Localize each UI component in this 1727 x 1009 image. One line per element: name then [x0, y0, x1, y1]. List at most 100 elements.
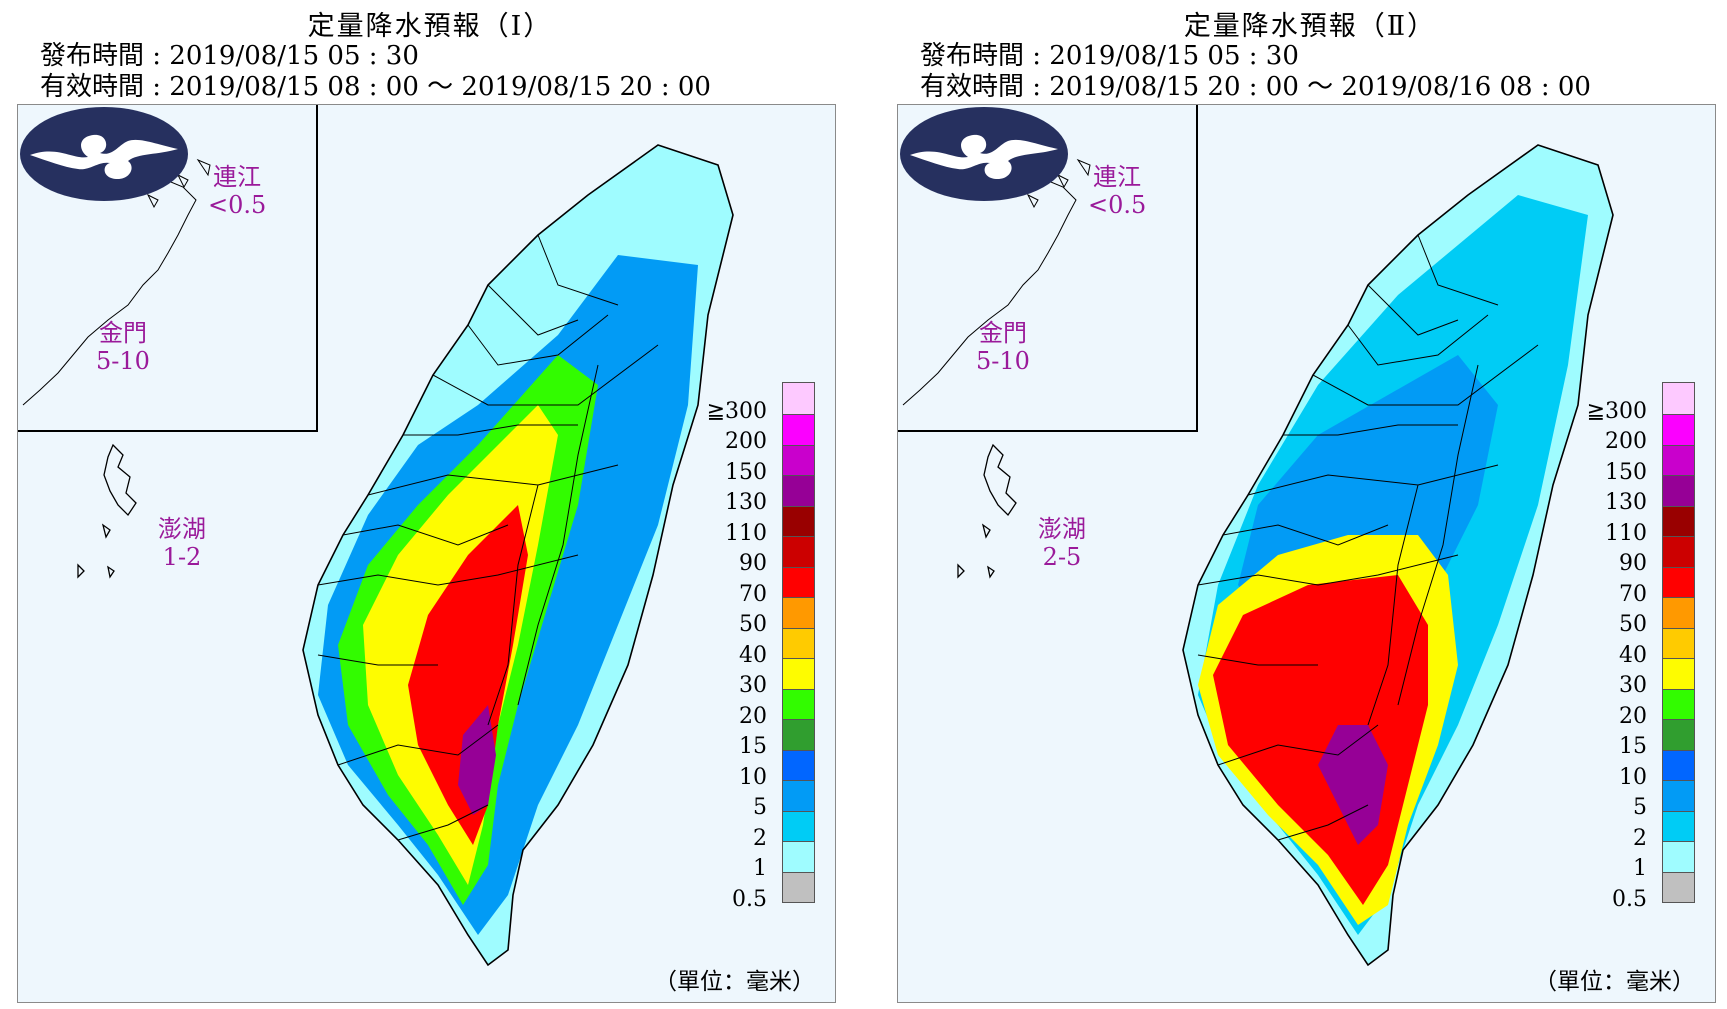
penghu-islands	[957, 443, 1017, 579]
legend-label: 50	[1619, 612, 1647, 637]
valid-time: 有效時間 : 2019/08/15 08 : 00 ～ 2019/08/15 2…	[40, 72, 711, 102]
legend-label: 0.5	[1612, 886, 1647, 912]
county-borders	[1197, 234, 1539, 841]
legend-swatch	[782, 412, 815, 446]
legend-label: 90	[1619, 551, 1647, 576]
kinmen-label: 金門 5-10	[96, 319, 150, 375]
legend-label: 1	[1633, 856, 1647, 881]
legend-swatch	[1662, 382, 1695, 415]
legend-label: 5	[753, 795, 767, 820]
penghu-name: 澎湖	[1038, 515, 1086, 543]
lienchiang-value: <0.5	[208, 191, 267, 219]
legend-swatch	[1662, 717, 1695, 751]
legend-label: 150	[725, 459, 767, 485]
legend-label: ≧300	[1586, 398, 1647, 424]
penghu-label: 澎湖 2-5	[1038, 515, 1086, 571]
legend-label: 200	[725, 429, 767, 454]
kinmen-name: 金門	[978, 319, 1027, 347]
lienchiang-label: 連江 <0.5	[1088, 163, 1146, 219]
legend-label: 0.5	[732, 886, 767, 912]
legend-swatch	[1662, 443, 1695, 476]
legend-label: 90	[739, 551, 767, 576]
legend-label: 20	[1619, 703, 1647, 729]
panel-title: 定量降水預報（Ⅰ）	[307, 11, 553, 42]
legend-swatch	[1662, 473, 1695, 507]
penghu-value: 1-2	[162, 543, 202, 571]
kinmen-name: 金門	[98, 319, 147, 347]
lienchiang-name: 連江	[213, 163, 262, 191]
legend-label: 10	[1619, 764, 1647, 790]
legend-label: 20	[739, 703, 767, 729]
legend-label: 50	[739, 612, 767, 637]
legend-label: 30	[739, 673, 767, 698]
penghu-name: 澎湖	[158, 515, 206, 543]
legend-swatch	[782, 870, 815, 903]
county-borders	[317, 234, 659, 841]
legend-swatch	[1662, 748, 1695, 781]
legend-swatch	[782, 626, 815, 659]
valid-time: 有效時間 : 2019/08/15 20 : 00 ～ 2019/08/16 0…	[920, 72, 1591, 102]
legend-swatch	[1662, 595, 1695, 629]
legend-swatch	[782, 687, 815, 720]
legend-swatch	[782, 473, 815, 507]
legend-swatch	[1662, 626, 1695, 659]
legend-swatch	[1662, 656, 1695, 690]
rainfall-shading	[1183, 145, 1613, 965]
legend-label: 40	[1619, 642, 1647, 668]
penghu-islands	[77, 443, 137, 579]
legend-swatch	[782, 748, 815, 781]
legend-swatch	[782, 565, 815, 598]
rainfall-legend: 0.5 1 2 5 10 15 20 30 40 50 70 90 110 130 150 200 ≧300	[1545, 380, 1695, 960]
unit-label: （單位：毫米）	[654, 969, 815, 995]
legend-swatch	[1662, 565, 1695, 598]
legend-label: 70	[1619, 581, 1647, 607]
legend-swatch	[1662, 412, 1695, 446]
legend-swatch	[1662, 687, 1695, 720]
rainfall-legend: 0.5 1 2 5 10 15 20 30 40 50 70 90 110 130 150 200 ≧300	[665, 380, 815, 960]
issue-time: 發布時間 : 2019/08/15 05 : 30	[40, 41, 419, 71]
legend-label: 130	[725, 490, 767, 515]
legend-label: 150	[1605, 459, 1647, 485]
legend-swatch	[782, 595, 815, 629]
kinmen-label: 金門 5-10	[976, 319, 1030, 375]
lienchiang-label: 連江 <0.5	[208, 163, 266, 219]
legend-label: 15	[739, 734, 767, 759]
kinmen-value: 5-10	[976, 347, 1030, 375]
penghu-label: 澎湖 1-2	[158, 515, 206, 571]
legend-label: 110	[725, 520, 767, 546]
kinmen-value: 5-10	[96, 347, 150, 375]
cwb-logo	[900, 107, 1068, 201]
lienchiang-name: 連江	[1093, 163, 1142, 191]
legend-label: 5	[1633, 795, 1647, 820]
rainfall-map: 連江 <0.5 金門 5-10 澎湖 2-5 0.5 1 2 5 10 15 20 30 40 5…	[897, 104, 1716, 1003]
legend-swatch	[1662, 504, 1695, 537]
legend-label: ≧300	[706, 398, 767, 424]
legend-label: 2	[1633, 825, 1647, 851]
rainfall-band	[408, 505, 528, 845]
panel-title: 定量降水預報（Ⅱ）	[1183, 11, 1437, 42]
taiwan-rainfall-map	[957, 144, 1614, 967]
legend-swatch	[1662, 534, 1695, 568]
taiwan-rainfall-map	[77, 144, 734, 967]
legend-label: 30	[1619, 673, 1647, 698]
legend-swatch	[1662, 839, 1695, 873]
issue-time: 發布時間 : 2019/08/15 05 : 30	[920, 41, 1299, 71]
rainfall-shading	[303, 145, 733, 965]
legend-label: 2	[753, 825, 767, 851]
forecast-panel-2: 定量降水預報（Ⅱ） 發布時間 : 2019/08/15 05 : 30 有效時間…	[880, 0, 1727, 1009]
lienchiang-value: <0.5	[1088, 191, 1147, 219]
cwb-logo	[20, 107, 188, 201]
legend-swatch	[782, 534, 815, 568]
legend-swatch	[782, 382, 815, 415]
legend-swatch	[782, 809, 815, 842]
legend-label: 10	[739, 764, 767, 790]
legend-label: 40	[739, 642, 767, 668]
legend-swatch	[782, 717, 815, 751]
legend-label: 70	[739, 581, 767, 607]
legend-label: 130	[1605, 490, 1647, 515]
legend-swatch	[782, 656, 815, 690]
legend-label: 1	[753, 856, 767, 881]
legend-swatch	[782, 504, 815, 537]
legend-label: 110	[1605, 520, 1647, 546]
rainfall-band	[458, 705, 496, 815]
